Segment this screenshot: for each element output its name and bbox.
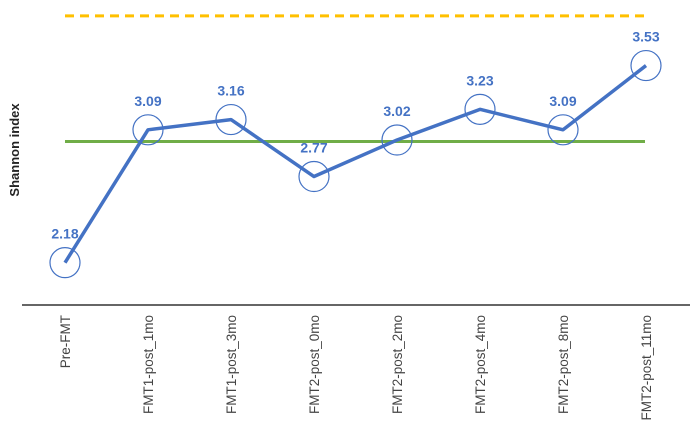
data-label: 3.53 <box>632 29 659 45</box>
data-label: 2.18 <box>51 226 78 242</box>
series-line <box>63 64 648 264</box>
x-tick-label: Pre-FMT <box>58 315 73 368</box>
x-tick-label: FMT2-post_4mo <box>473 315 488 414</box>
data-point-marker <box>547 114 579 146</box>
data-label: 3.23 <box>466 72 493 88</box>
data-point-marker <box>630 49 662 82</box>
data-point-marker <box>464 93 496 125</box>
data-point-marker <box>381 124 413 156</box>
x-tick-label: FMT1-post_1mo <box>141 315 156 414</box>
x-tick-label: FMT2-post_8mo <box>556 315 571 414</box>
data-label: 3.09 <box>549 93 576 109</box>
x-tick-label: FMT2-post_2mo <box>390 315 405 414</box>
data-point-marker <box>132 114 164 146</box>
x-tick-label: FMT2-post_0mo <box>307 315 322 414</box>
data-label: 3.02 <box>383 103 410 119</box>
x-tick-label: FMT2-post_11mo <box>639 315 654 421</box>
data-label: 2.77 <box>300 140 327 156</box>
data-label: 3.16 <box>217 83 244 99</box>
data-point-marker <box>298 160 330 193</box>
x-tick-label: FMT1-post_3mo <box>224 315 239 414</box>
data-point-marker <box>49 247 81 279</box>
data-point-marker <box>215 103 247 136</box>
data-label: 3.09 <box>134 93 161 109</box>
y-axis-label: Shannon index <box>7 103 22 197</box>
